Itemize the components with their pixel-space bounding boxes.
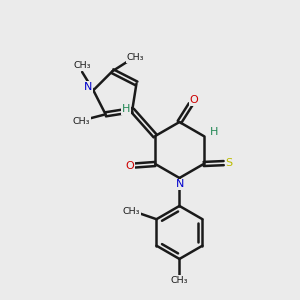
Text: CH₃: CH₃ <box>74 61 91 70</box>
Text: O: O <box>125 161 134 171</box>
Text: CH₃: CH₃ <box>127 53 144 62</box>
Text: S: S <box>225 158 233 168</box>
Text: CH₃: CH₃ <box>171 276 188 285</box>
Text: CH₃: CH₃ <box>72 117 90 126</box>
Text: H: H <box>209 127 218 137</box>
Text: O: O <box>190 95 199 105</box>
Text: N: N <box>176 179 184 190</box>
Text: N: N <box>84 82 92 92</box>
Text: H: H <box>122 103 130 114</box>
Text: CH₃: CH₃ <box>123 207 140 216</box>
